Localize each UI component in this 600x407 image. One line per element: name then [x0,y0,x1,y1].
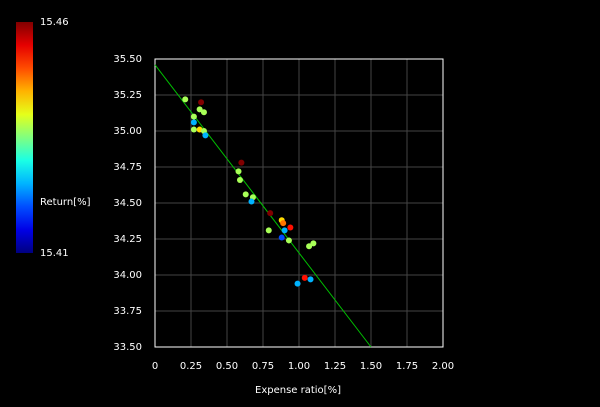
point [301,274,308,281]
point [307,276,314,283]
y-tick-label: 33.50 [113,342,142,353]
point [294,280,301,287]
point [265,227,272,234]
point [235,168,242,175]
y-tick-label: 35.00 [113,126,142,137]
point [278,234,285,241]
point [182,96,189,103]
colorbar-tick-label: 15.46 [40,17,69,28]
x-tick-label: 1.75 [396,361,418,372]
y-tick-label: 33.75 [113,306,142,317]
point [236,176,243,183]
x-tick-label: 0.50 [216,361,238,372]
point [190,126,197,133]
x-tick-label: 1.50 [360,361,382,372]
colorbar-tick-label: 15.41 [40,248,69,259]
x-tick-label: 0 [152,361,158,372]
point [306,243,313,250]
colorbar-label: Return[%] [40,197,91,208]
x-tick-label: 0.25 [180,361,202,372]
point [200,109,207,116]
y-tick-label: 34.75 [113,162,142,173]
point [285,237,292,244]
point [196,106,203,113]
point [281,227,288,234]
x-tick-label: 1.00 [288,361,310,372]
x-tick-label: 0.75 [252,361,274,372]
colorbar [16,22,33,253]
y-tick-label: 35.50 [113,54,142,65]
y-tick-label: 34.00 [113,270,142,281]
point [267,210,274,217]
y-tick-label: 34.25 [113,234,142,245]
point [248,198,255,205]
trend-line [154,64,372,348]
point [242,191,249,198]
point [280,220,287,227]
point [202,132,209,139]
y-tick-label: 35.25 [113,90,142,101]
point [287,224,294,231]
point [238,159,245,166]
plot-frame [154,58,444,348]
x-tick-label: 2.00 [432,361,454,372]
point [198,99,205,106]
x-axis-label: Expense ratio[%] [255,385,341,396]
y-tick-label: 34.50 [113,198,142,209]
point [190,113,197,120]
point [310,240,317,247]
x-tick-label: 1.25 [324,361,346,372]
point [190,119,197,126]
